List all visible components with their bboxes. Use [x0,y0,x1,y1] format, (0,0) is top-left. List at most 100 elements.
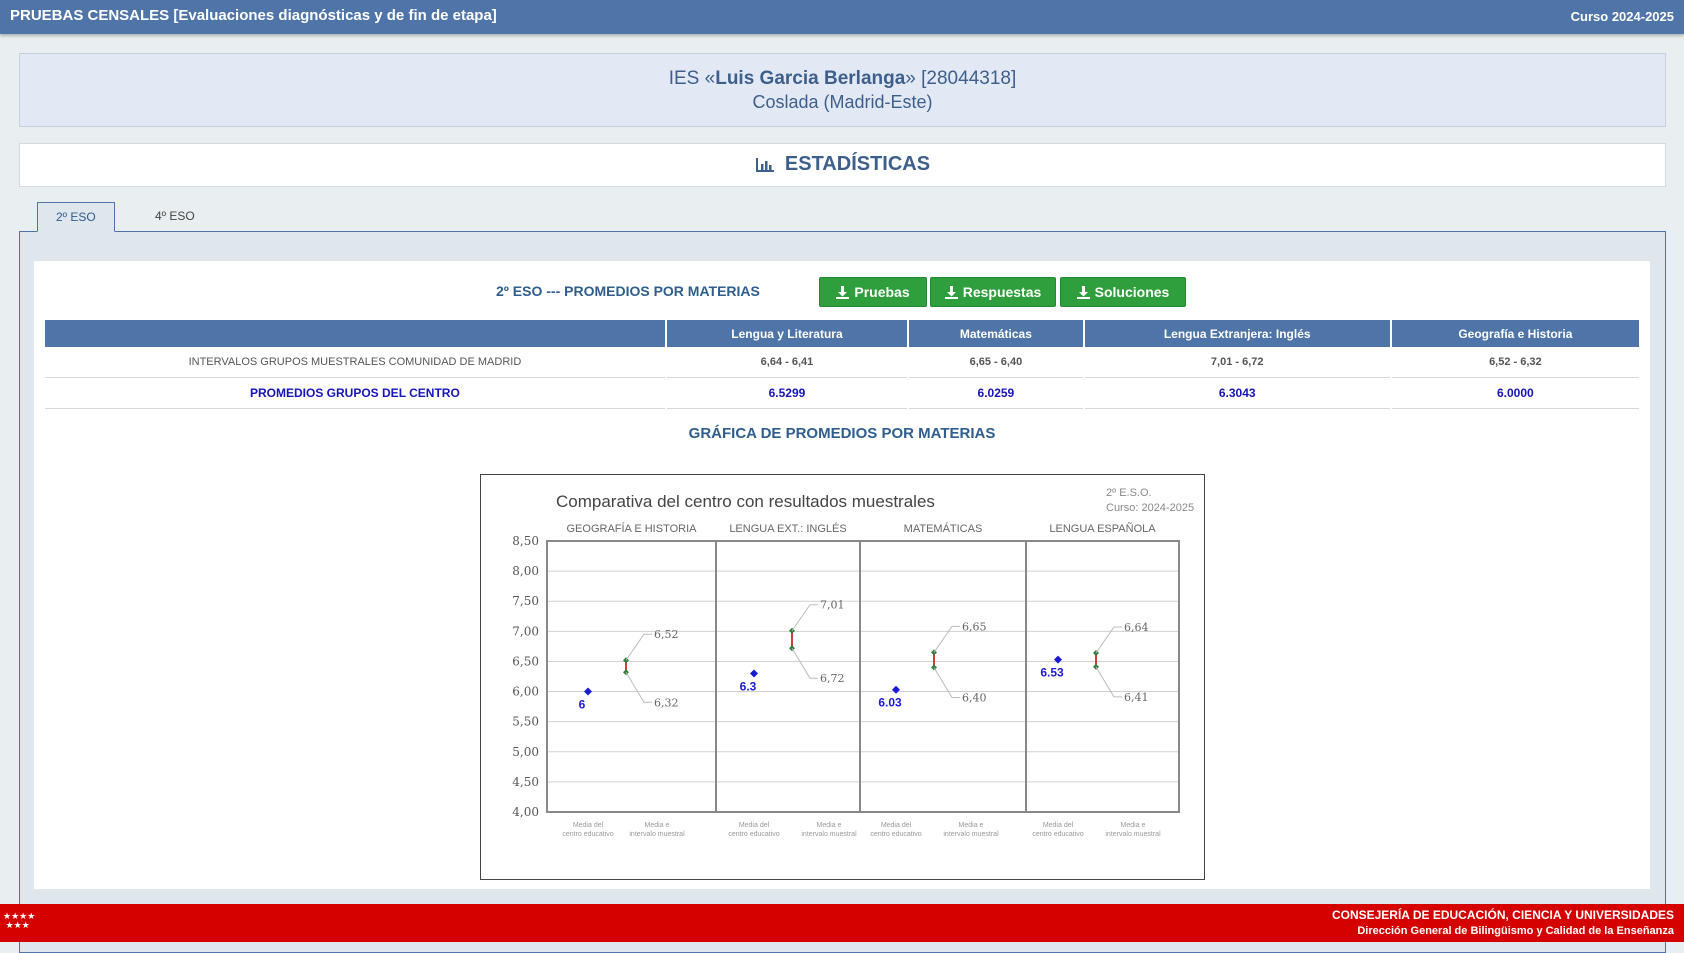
download-icon [836,285,850,299]
y-tick-label: 8,00 [512,564,539,578]
x-axis-label: centro educativo [870,831,921,838]
y-tick-label: 7,00 [512,624,539,638]
soluciones-button[interactable]: Soluciones [1060,277,1186,307]
interval-high-marker [931,649,937,656]
table-header [45,320,665,347]
y-tick-label: 5,00 [512,745,539,759]
x-axis-label: intervalo muestral [1105,831,1161,838]
panel-title: MATEMÁTICAS [904,522,983,535]
table-header: Lengua Extranjera: Inglés [1084,320,1390,347]
comparison-chart: Comparativa del centro con resultados mu… [512,487,1194,838]
stats-header: ESTADÍSTICAS [19,143,1666,187]
center-mean-label: 6.53 [1040,666,1064,680]
x-axis-label: centro educativo [562,831,613,838]
center-mean-label: 6 [579,698,586,712]
course-label: Curso 2024-2025 [1570,9,1674,24]
y-tick-label: 6,50 [512,654,539,668]
respuestas-button[interactable]: Respuestas [930,277,1056,307]
table-cell: 6.0000 [1391,378,1639,409]
table-header: Matemáticas [909,320,1083,347]
x-axis-label: intervalo muestral [801,831,857,838]
table-cell: 6.3043 [1084,378,1390,409]
averages-table: Lengua y Literatura Matemáticas Lengua E… [43,320,1641,409]
x-axis-label: centro educativo [1032,831,1083,838]
y-tick-label: 8,50 [512,534,539,548]
y-tick-label: 4,50 [512,775,539,789]
interval-low-label: 6,41 [1124,691,1149,704]
callout-line [625,672,652,703]
x-axis-label: Media del [573,822,604,829]
interval-high-label: 6,52 [654,628,679,641]
interval-low-label: 6,32 [654,696,679,709]
school-name-line: IES «Luis Garcia Berlanga» [28044318] [20,68,1665,90]
y-tick-label: 4,00 [512,805,539,819]
y-tick-label: 7,50 [512,594,539,608]
table-cell: 6.0259 [909,378,1083,409]
chart-subtitle: Curso: 2024-2025 [1106,502,1194,514]
respuestas-label: Respuestas [962,284,1042,300]
tab-2-eso[interactable]: 2º ESO [37,202,115,232]
bar-chart-icon [755,157,774,172]
center-mean-marker [1054,655,1062,664]
chart-subtitle: 2º E.S.O. [1106,487,1152,499]
panel-title: LENGUA EXT.: INGLÉS [729,522,846,535]
x-axis-label: Media del [1043,822,1074,829]
callout-line [791,647,818,679]
x-axis-label: intervalo muestral [629,831,685,838]
table-cell: 6,64 - 6,41 [666,347,908,378]
callout-line [791,604,818,632]
section-title: 2º ESO --- PROMEDIOS POR MATERIAS [496,283,760,299]
center-mean-marker [750,669,758,678]
x-axis-label: Media del [881,822,912,829]
table-header-row: Lengua y Literatura Matemáticas Lengua E… [45,320,1639,347]
x-axis-label: intervalo muestral [943,831,999,838]
table-header: Lengua y Literatura [666,320,908,347]
center-mean-marker [584,687,592,696]
download-icon [944,285,958,299]
chart-heading: GRÁFICA DE PROMEDIOS POR MATERIAS [688,425,996,442]
panel-title: LENGUA ESPAÑOLA [1049,522,1156,535]
interval-low-label: 6,72 [820,672,845,685]
plot-frame [546,540,1180,813]
interval-low-marker [623,669,629,676]
callout-line [625,633,652,661]
school-info: IES «Luis Garcia Berlanga» [28044318] Co… [19,53,1666,127]
tab-4-eso[interactable]: 4º ESO [155,209,195,223]
x-axis-label: centro educativo [728,831,779,838]
soluciones-label: Soluciones [1094,284,1170,300]
averages-card: 2º ESO --- PROMEDIOS POR MATERIAS Prueba… [34,261,1650,889]
chart-container: Comparativa del centro con resultados mu… [480,474,1205,880]
footer-line-2: Dirección General de Bilingüismo y Calid… [1357,925,1674,937]
pruebas-button[interactable]: Pruebas [819,277,927,307]
school-name: Luis Garcia Berlanga [715,68,906,89]
panel-title: GEOGRAFÍA E HISTORIA [567,522,698,535]
top-bar: PRUEBAS CENSALES [Evaluaciones diagnósti… [0,0,1684,34]
interval-high-label: 6,65 [962,620,987,633]
interval-low-label: 6,40 [962,691,987,704]
x-axis-label: Media e [645,822,670,829]
center-mean-label: 6.3 [740,679,757,693]
y-tick-label: 5,50 [512,715,539,729]
table-cell: 7,01 - 6,72 [1084,347,1390,378]
interval-high-label: 7,01 [820,599,845,612]
y-tick-label: 6,00 [512,685,539,699]
x-axis-label: Media e [1121,822,1146,829]
table-header: Geografía e Historia [1391,320,1639,347]
callout-line [933,667,960,698]
table-row: PROMEDIOS GRUPOS DEL CENTRO 6.5299 6.025… [45,378,1639,409]
row-label: PROMEDIOS GRUPOS DEL CENTRO [45,378,665,409]
interval-high-label: 6,64 [1124,621,1149,634]
chart-title: Comparativa del centro con resultados mu… [556,492,935,511]
x-axis-label: Media e [817,822,842,829]
school-prefix: IES « [668,68,716,89]
school-code: » [28044318] [905,68,1017,89]
callout-line [1095,626,1122,654]
table-cell: 6.5299 [666,378,908,409]
row-label: INTERVALOS GRUPOS MUESTRALES COMUNIDAD D… [45,347,665,378]
stats-title: ESTADÍSTICAS [784,153,931,175]
center-mean-marker [892,685,900,694]
table-cell: 6,65 - 6,40 [909,347,1083,378]
callout-line [933,625,960,653]
x-axis-label: Media del [739,822,770,829]
download-icon [1076,285,1090,299]
